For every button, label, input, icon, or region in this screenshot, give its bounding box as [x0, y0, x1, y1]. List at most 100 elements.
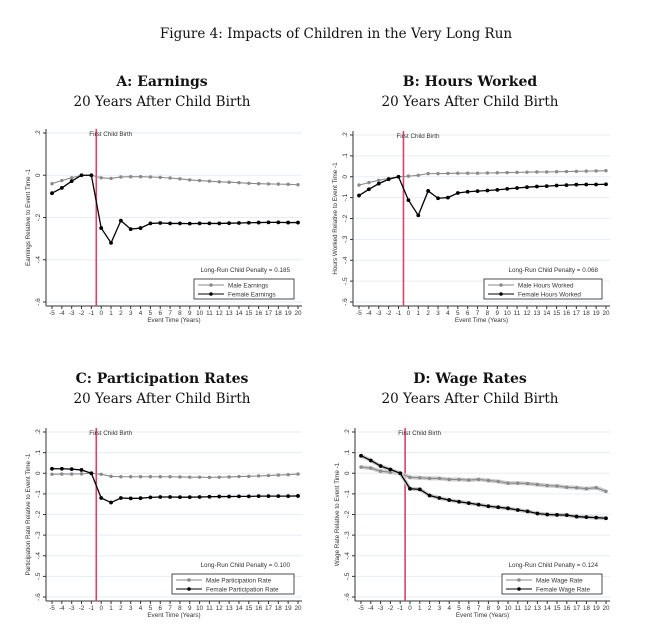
female-earnings-point [109, 240, 113, 245]
legend-marker [209, 283, 213, 287]
x-tick-label: 16 [563, 605, 571, 612]
female-hours-worked-point [386, 177, 391, 182]
x-tick-label: 8 [486, 310, 490, 317]
female-earnings-point [99, 226, 104, 230]
female-hours-worked-point [416, 213, 421, 218]
y-tick-label: -.3 [35, 531, 42, 539]
panel-c-plot: .2 .1 0 -.1 -.2 -.3 -.4 -.5 -.6 Participation Rat… [25, 428, 302, 619]
x-tick-label: 4 [139, 310, 143, 317]
female-wage-rate-point [457, 499, 461, 504]
x-tick-label: 4 [447, 605, 451, 612]
female-participation-rate-point [148, 495, 153, 500]
x-axis-label: Event Time (Years) [147, 612, 200, 619]
x-tick-label: 18 [583, 605, 591, 612]
panel-c-subtitle: 20 Years After Child Birth [73, 391, 251, 407]
female-earnings-point [207, 221, 212, 226]
y-tick-label: -.4 [344, 552, 351, 560]
male-participation-rate-point [247, 474, 251, 479]
legend-marker [499, 283, 503, 287]
female-wage-rate-point [437, 496, 442, 500]
x-tick-label: 16 [255, 310, 263, 317]
male-earnings-point [99, 176, 103, 180]
female-participation-rate-point [256, 494, 261, 499]
male-hours-worked-point [357, 183, 361, 187]
female-participation-rate-point [138, 496, 143, 501]
event-line-label: First Child Birth [89, 430, 133, 437]
female-wage-rate-point [594, 515, 599, 520]
y-tick-label: -.6 [35, 298, 42, 306]
male-participation-rate-point [276, 473, 281, 477]
male-earnings-point [129, 175, 133, 179]
y-tick-label: 0 [35, 173, 42, 177]
panel-a-plot: .2 0 -.2 -.4 -.6 Earnings Relative to Event T… [25, 129, 302, 324]
x-tick-label: 6 [158, 605, 162, 612]
female-hours-worked-point [594, 182, 599, 187]
female-wage-rate-point [486, 504, 491, 509]
female-hours-worked-point [455, 191, 460, 195]
male-hours-worked-point [436, 171, 440, 176]
female-wage-rate-point [378, 464, 383, 468]
female-earnings-point [69, 179, 74, 184]
x-tick-label: 2 [426, 310, 430, 317]
female-hours-worked-point [564, 183, 569, 188]
x-tick-label: 7 [168, 310, 172, 317]
y-tick-label: -.2 [344, 510, 351, 518]
male-hours-worked-point [367, 180, 371, 185]
male-participation-rate-point [99, 472, 103, 476]
x-tick-label: 5 [149, 605, 153, 612]
x-tick-label: 4 [139, 605, 143, 612]
male-hours-worked-point [574, 169, 579, 174]
female-earnings-point [296, 220, 300, 225]
y-tick-label: -.5 [344, 572, 351, 580]
male-wage-rate-point [476, 477, 481, 482]
x-tick-label: -1 [397, 605, 403, 612]
female-wage-rate-point [496, 505, 501, 510]
x-tick-label: 12 [523, 310, 531, 317]
female-earnings-point [148, 221, 153, 226]
female-participation-rate-point [246, 494, 251, 499]
female-hours-worked-point [446, 195, 450, 200]
female-participation-rate-point [207, 494, 212, 499]
x-tick-label: 2 [119, 310, 123, 317]
legend-marker [499, 292, 503, 296]
y-tick-label: -.3 [342, 235, 349, 243]
male-participation-rate-point [148, 475, 153, 479]
x-tick-label: 20 [602, 310, 610, 317]
female-wage-rate-point [604, 516, 608, 521]
female-participation-rate-point [99, 496, 104, 500]
legend-box [171, 573, 295, 595]
x-tick-label: -3 [69, 605, 75, 612]
x-tick-label: 9 [496, 310, 500, 317]
x-tick-label: 14 [235, 605, 243, 612]
x-tick-label: -2 [79, 605, 85, 612]
female-wage-rate-point [368, 458, 373, 463]
x-tick-label: 2 [119, 605, 123, 612]
female-participation-rate-point [89, 471, 94, 476]
x-tick-label: 3 [438, 605, 442, 612]
y-tick-label: .2 [342, 132, 349, 138]
male-participation-rate-point [178, 475, 182, 479]
x-tick-label: 6 [158, 310, 162, 317]
female-hours-worked-point [475, 189, 480, 194]
male-earnings-point [119, 175, 123, 179]
female-participation-rate-point [79, 468, 84, 472]
x-tick-label: 15 [553, 310, 561, 317]
y-tick-label: 0 [35, 471, 42, 475]
x-tick-label: 8 [487, 605, 491, 612]
x-tick-label: 17 [573, 605, 581, 612]
x-axis-label: Event Time (Years) [147, 317, 200, 324]
x-tick-label: -2 [79, 310, 85, 317]
male-earnings-point [148, 175, 153, 179]
x-tick-label: 17 [265, 310, 273, 317]
x-tick-label: 20 [294, 310, 302, 317]
female-earnings-point [276, 220, 281, 225]
male-hours-worked-point [564, 169, 569, 174]
female-earnings-point [168, 221, 172, 226]
male-hours-worked-point [505, 170, 509, 175]
male-earnings-point [237, 180, 241, 185]
legend-marker [209, 292, 213, 296]
female-earnings-line [51, 174, 298, 245]
y-tick-label: 0 [342, 175, 349, 179]
female-hours-worked-point [525, 185, 529, 190]
